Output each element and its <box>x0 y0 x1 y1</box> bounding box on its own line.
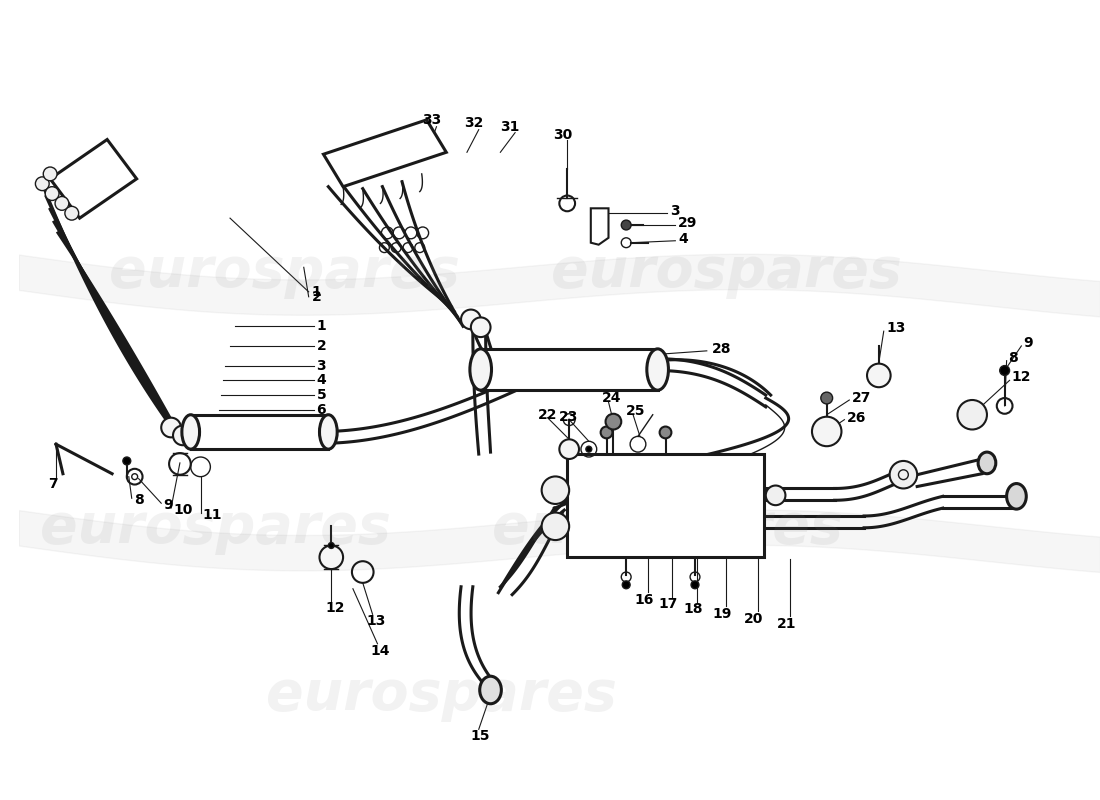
Text: 1: 1 <box>317 319 327 334</box>
Circle shape <box>43 167 57 181</box>
Text: 10: 10 <box>173 503 192 517</box>
Text: eurospares: eurospares <box>492 501 843 554</box>
Circle shape <box>623 581 630 589</box>
Text: 27: 27 <box>852 391 871 405</box>
Circle shape <box>766 486 785 505</box>
Circle shape <box>162 418 180 438</box>
Text: 22: 22 <box>538 408 558 422</box>
Text: 23: 23 <box>559 410 579 424</box>
Circle shape <box>541 477 569 504</box>
Text: 15: 15 <box>471 729 491 743</box>
Text: 3: 3 <box>317 358 327 373</box>
Circle shape <box>123 457 131 465</box>
Circle shape <box>559 439 579 459</box>
Text: 9: 9 <box>1023 336 1033 350</box>
Text: 30: 30 <box>552 127 572 142</box>
Ellipse shape <box>470 349 492 390</box>
Text: 14: 14 <box>371 644 390 658</box>
Text: 4: 4 <box>317 374 327 387</box>
Polygon shape <box>51 139 136 218</box>
Text: 16: 16 <box>635 593 653 606</box>
Circle shape <box>471 318 491 337</box>
Circle shape <box>957 400 987 430</box>
Ellipse shape <box>319 414 338 449</box>
Text: 18: 18 <box>683 602 703 616</box>
Ellipse shape <box>647 349 669 390</box>
Circle shape <box>621 220 631 230</box>
Circle shape <box>1000 366 1010 375</box>
Text: 12: 12 <box>326 602 345 615</box>
Text: 2: 2 <box>311 290 321 304</box>
Ellipse shape <box>480 676 502 704</box>
Text: 24: 24 <box>602 391 621 405</box>
Bar <box>568 454 763 558</box>
Circle shape <box>867 364 891 387</box>
Text: eurospares: eurospares <box>109 246 460 299</box>
Text: 4: 4 <box>679 232 688 246</box>
Text: eurospares: eurospares <box>266 668 617 722</box>
Text: 7: 7 <box>48 477 58 490</box>
Circle shape <box>812 417 842 446</box>
Text: 29: 29 <box>679 216 697 230</box>
Circle shape <box>45 186 59 201</box>
Polygon shape <box>323 120 447 186</box>
Circle shape <box>660 426 671 438</box>
Text: 13: 13 <box>887 322 906 335</box>
Text: 11: 11 <box>202 508 222 522</box>
Circle shape <box>601 426 613 438</box>
Circle shape <box>35 177 50 190</box>
Text: 21: 21 <box>777 617 796 631</box>
Text: 31: 31 <box>500 120 520 134</box>
Text: 26: 26 <box>847 410 867 425</box>
Text: 9: 9 <box>163 498 173 512</box>
Text: 6: 6 <box>317 403 327 417</box>
Text: 5: 5 <box>317 388 327 402</box>
Text: eurospares: eurospares <box>40 501 390 554</box>
Text: 8: 8 <box>134 494 143 507</box>
Text: 17: 17 <box>659 598 678 611</box>
Text: 8: 8 <box>1009 350 1019 365</box>
Polygon shape <box>591 208 608 245</box>
Bar <box>481 349 658 390</box>
Ellipse shape <box>1006 483 1026 509</box>
Text: 12: 12 <box>1012 370 1031 384</box>
Circle shape <box>586 446 592 452</box>
Circle shape <box>890 461 917 489</box>
Ellipse shape <box>978 452 996 474</box>
Text: 2: 2 <box>317 339 327 353</box>
Text: 13: 13 <box>366 614 386 628</box>
Text: 25: 25 <box>626 404 646 418</box>
Text: 28: 28 <box>712 342 732 356</box>
Circle shape <box>691 581 698 589</box>
Text: 32: 32 <box>464 116 484 130</box>
Text: 33: 33 <box>422 113 441 127</box>
Circle shape <box>605 414 621 430</box>
Bar <box>190 414 328 449</box>
Circle shape <box>55 197 69 210</box>
Text: eurospares: eurospares <box>551 246 902 299</box>
Circle shape <box>65 206 79 220</box>
Circle shape <box>461 310 481 330</box>
Text: 3: 3 <box>670 204 680 218</box>
Circle shape <box>328 542 334 549</box>
Text: 20: 20 <box>745 612 763 626</box>
Circle shape <box>821 392 833 404</box>
Ellipse shape <box>182 414 199 449</box>
Circle shape <box>173 426 192 446</box>
Circle shape <box>541 513 569 540</box>
Text: 1: 1 <box>311 285 321 299</box>
Text: 19: 19 <box>713 607 733 622</box>
